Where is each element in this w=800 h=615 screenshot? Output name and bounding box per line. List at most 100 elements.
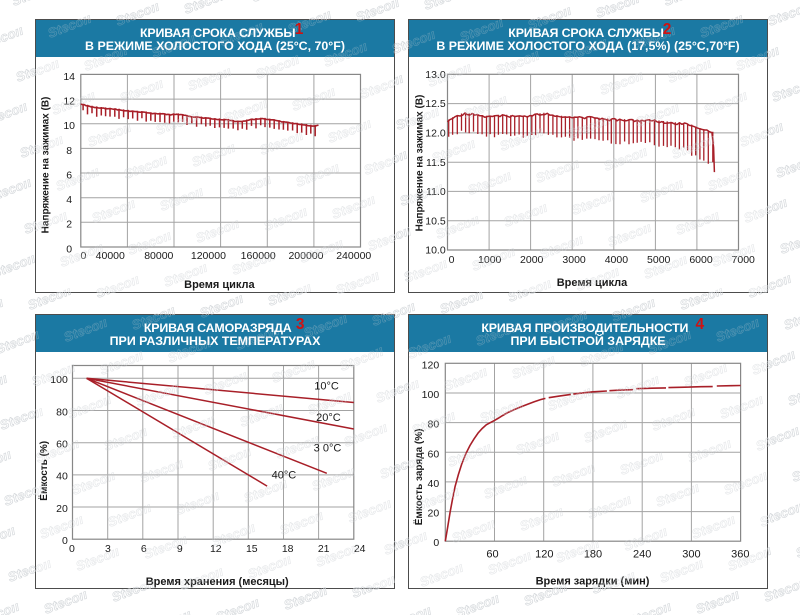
- svg-text:4000: 4000: [605, 254, 629, 266]
- svg-text:Stecoıı: Stecoıı: [250, 0, 298, 5]
- svg-text:Stecoıı: Stecoıı: [0, 99, 29, 129]
- svg-text:Stecoıı: Stecoıı: [778, 227, 800, 257]
- svg-text:3000: 3000: [562, 254, 586, 266]
- svg-text:Stecoıı: Stecoıı: [0, 599, 21, 615]
- svg-text:Stecoıı: Stecoıı: [214, 595, 262, 615]
- svg-text:Stecoıı: Stecoıı: [42, 587, 90, 615]
- svg-text:Stecoıı: Stecoıı: [662, 0, 710, 9]
- svg-text:0: 0: [449, 254, 455, 266]
- svg-text:Время цикла: Время цикла: [184, 279, 255, 291]
- svg-text:Stecoıı: Stecoıı: [626, 599, 674, 615]
- svg-text:Stecoıı: Stecoıı: [770, 75, 800, 105]
- svg-text:24: 24: [354, 543, 366, 555]
- svg-text:Stecoıı: Stecoıı: [558, 611, 606, 615]
- svg-text:8: 8: [66, 145, 72, 157]
- svg-text:Время цикла: Время цикла: [557, 277, 628, 289]
- svg-text:Напряжение на зажимах (В): Напряжение на зажимах (В): [415, 95, 426, 232]
- svg-text:60: 60: [486, 549, 498, 561]
- svg-text:6: 6: [141, 543, 147, 555]
- svg-text:Stecoıı: Stecoıı: [354, 20, 394, 25]
- svg-text:2: 2: [66, 219, 72, 231]
- svg-text:Stecoıı: Stecoıı: [0, 219, 1, 249]
- svg-text:20: 20: [56, 503, 68, 515]
- svg-text:Ёмкость заряда (%): Ёмкость заряда (%): [412, 429, 425, 526]
- svg-text:Время хранения (месяцы): Время хранения (месяцы): [146, 576, 289, 588]
- svg-text:2000: 2000: [520, 254, 544, 266]
- svg-text:10.5: 10.5: [425, 215, 446, 227]
- svg-text:Stecoıı: Stecoıı: [774, 151, 800, 181]
- svg-text:120: 120: [535, 549, 553, 561]
- svg-text:Stecoıı: Stecoıı: [0, 371, 9, 401]
- svg-text:100: 100: [50, 374, 68, 386]
- svg-text:Stecoıı: Stecoıı: [594, 0, 642, 21]
- svg-text:13.0: 13.0: [425, 69, 446, 81]
- svg-text:60: 60: [428, 448, 440, 460]
- svg-text:60: 60: [56, 439, 68, 451]
- svg-text:12.5: 12.5: [425, 98, 446, 110]
- svg-text:40: 40: [56, 471, 68, 483]
- svg-text:Ёмкость (%): Ёмкость (%): [37, 441, 50, 501]
- svg-text:40°C: 40°C: [272, 469, 297, 481]
- svg-text:100: 100: [422, 389, 440, 401]
- svg-text:21: 21: [318, 543, 330, 555]
- svg-text:9: 9: [177, 543, 183, 555]
- svg-text:20: 20: [428, 508, 440, 520]
- svg-text:Stecoıı: Stecoıı: [0, 523, 17, 553]
- svg-text:12: 12: [63, 96, 75, 108]
- svg-text:10°C: 10°C: [314, 380, 339, 392]
- svg-text:Stecoıı: Stecoıı: [694, 587, 742, 615]
- svg-text:12.0: 12.0: [425, 128, 446, 140]
- svg-text:Напряжение на зажимах (В): Напряжение на зажимах (В): [41, 97, 52, 234]
- svg-text:160000: 160000: [241, 250, 276, 262]
- svg-text:120: 120: [422, 359, 440, 371]
- svg-text:Stecoıı: Stecoıı: [386, 603, 434, 615]
- svg-text:Stecoıı: Stecoıı: [198, 315, 246, 321]
- svg-text:11.0: 11.0: [426, 186, 446, 198]
- svg-text:11.5: 11.5: [426, 157, 446, 169]
- svg-text:120000: 120000: [191, 250, 226, 262]
- svg-text:Время зарядки (мин): Время зарядки (мин): [536, 576, 650, 588]
- svg-text:240000: 240000: [336, 250, 371, 262]
- svg-text:Stecoıı: Stecoıı: [786, 379, 800, 409]
- svg-text:15: 15: [246, 543, 258, 555]
- svg-text:180: 180: [584, 549, 602, 561]
- svg-text:Stecoıı: Stecoıı: [146, 607, 194, 615]
- svg-text:0: 0: [66, 243, 72, 255]
- svg-text:360: 360: [731, 549, 749, 561]
- svg-text:240: 240: [633, 549, 651, 561]
- svg-text:Stecoıı: Stecoıı: [790, 455, 800, 485]
- svg-text:Stecoıı: Stecoıı: [454, 591, 502, 615]
- svg-text:Stecoıı: Stecoıı: [782, 303, 800, 333]
- svg-text:Stecoıı: Stecoıı: [422, 0, 470, 13]
- svg-text:0: 0: [62, 535, 68, 547]
- svg-text:80: 80: [56, 406, 68, 418]
- svg-text:5000: 5000: [647, 254, 671, 266]
- svg-text:12: 12: [210, 543, 222, 555]
- svg-text:4: 4: [66, 194, 72, 206]
- svg-text:10: 10: [63, 120, 75, 132]
- svg-text:3: 3: [105, 543, 111, 555]
- svg-text:Stecoıı: Stecoıı: [438, 315, 486, 317]
- svg-text:20°C: 20°C: [316, 412, 341, 424]
- svg-text:6000: 6000: [689, 254, 713, 266]
- svg-text:Stecoıı: Stecoıı: [794, 531, 800, 561]
- svg-text:10.0: 10.0: [425, 245, 446, 257]
- svg-text:1000: 1000: [478, 254, 502, 266]
- svg-text:Stecoıı: Stecoıı: [10, 0, 58, 9]
- svg-text:80: 80: [428, 419, 440, 431]
- svg-text:0: 0: [433, 537, 439, 549]
- svg-text:7000: 7000: [732, 254, 756, 266]
- svg-text:18: 18: [282, 543, 294, 555]
- svg-text:Stecoıı: Stecoıı: [0, 23, 25, 53]
- svg-text:0: 0: [69, 543, 75, 555]
- svg-text:200000: 200000: [288, 250, 323, 262]
- svg-text:Stecoıı: Stecoıı: [0, 447, 13, 477]
- svg-text:Stecoıı: Stecoıı: [0, 251, 37, 281]
- svg-text:80000: 80000: [144, 250, 173, 262]
- svg-text:Stecoıı: Stecoıı: [490, 0, 538, 1]
- svg-text:Stecoıı: Stecoıı: [182, 0, 230, 17]
- svg-text:Stecoıı: Stecoıı: [766, 0, 800, 29]
- svg-text:14: 14: [63, 71, 75, 83]
- svg-text:3 0°C: 3 0°C: [314, 442, 342, 454]
- svg-text:6: 6: [66, 169, 72, 181]
